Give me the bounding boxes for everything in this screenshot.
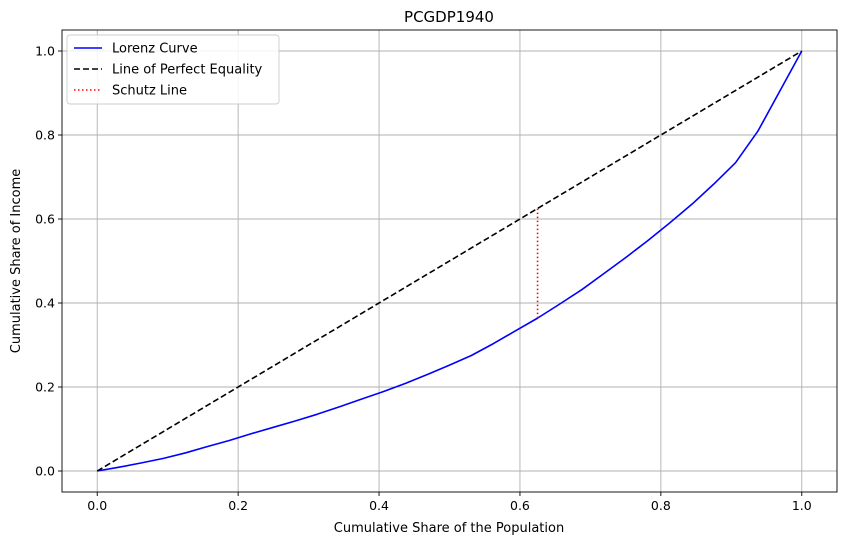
x-tick-label: 0.4 <box>369 498 389 513</box>
x-tick-label: 0.6 <box>510 498 530 513</box>
chart-title: PCGDP1940 <box>404 8 494 26</box>
x-tick-label: 0.0 <box>87 498 107 513</box>
legend: Lorenz Curve Line of Perfect Equality Schu… <box>66 34 280 105</box>
series-line-lorenz-curve <box>97 50 803 472</box>
plot-frame <box>61 29 838 493</box>
y-tick-label: 0.6 <box>35 212 55 227</box>
legend-label-lorenz-curve: Lorenz Curve <box>112 42 198 57</box>
y-tick-label: 1.0 <box>35 44 55 59</box>
series-group <box>96 50 803 472</box>
x-tick-label: 1.0 <box>792 498 812 513</box>
legend-box <box>66 34 280 105</box>
series-line-line-of-perfect-equality <box>96 50 803 472</box>
y-axis-label: Cumulative Share of Income <box>9 169 24 353</box>
x-tick-label: 0.2 <box>228 498 248 513</box>
y-tick-label: 0.0 <box>35 464 55 479</box>
x-tick-label: 0.8 <box>651 498 671 513</box>
x-axis-label: Cumulative Share of the Population <box>334 521 564 536</box>
y-tick-label: 0.8 <box>35 128 55 143</box>
legend-label-schutz-line: Schutz Line <box>112 84 187 99</box>
y-tick-label: 0.4 <box>35 296 55 311</box>
legend-label-line-of-perfect-equality: Line of Perfect Equality <box>112 63 263 78</box>
ticks: 0.0 0.2 0.4 0.6 0.8 1.0 0.0 0.2 0.4 0.6 0.8 1.0 <box>35 44 812 514</box>
y-tick-label: 0.2 <box>35 380 55 395</box>
